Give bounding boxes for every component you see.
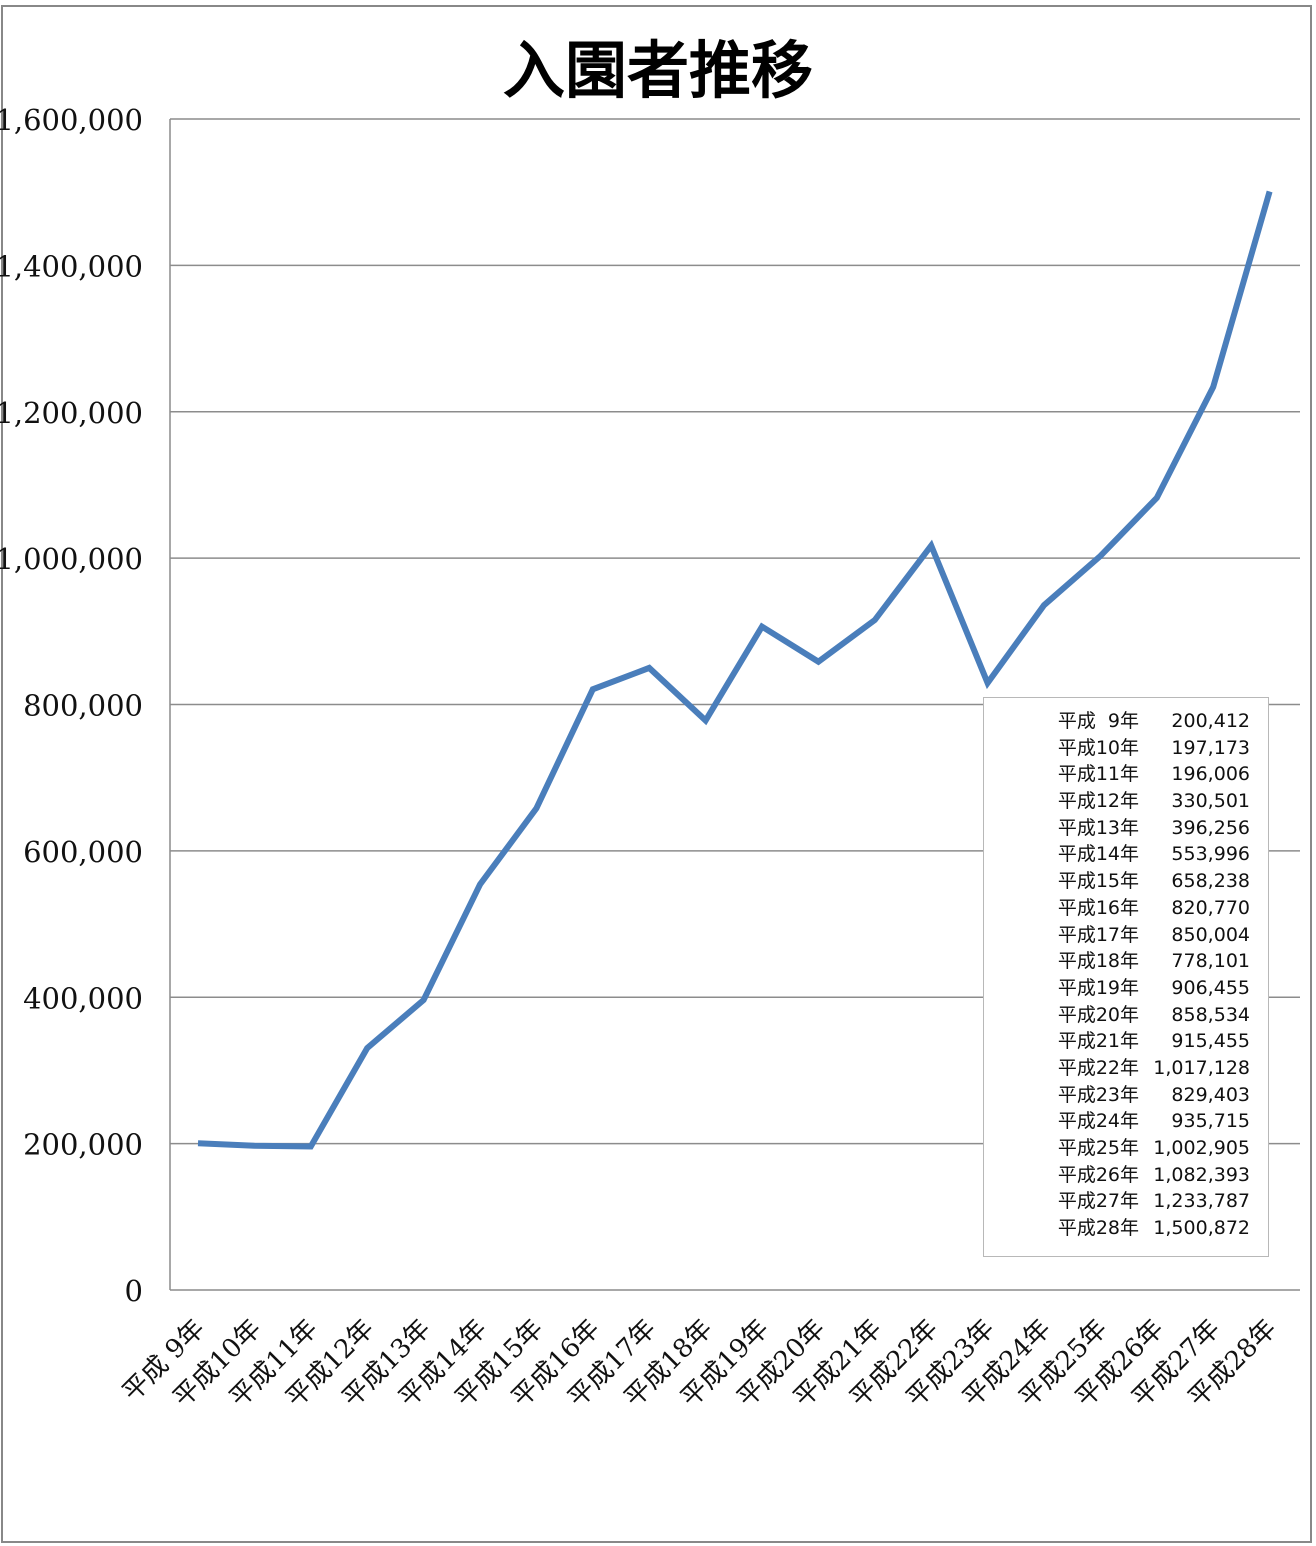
table-row-value: 1,500,872 bbox=[1153, 1217, 1250, 1240]
table-row-label: 平成17年 bbox=[1057, 923, 1139, 946]
table-row: 平成24年 935,715 bbox=[984, 1108, 1268, 1135]
table-row: 平成23年 829,403 bbox=[984, 1082, 1268, 1109]
table-row-label: 平成13年 bbox=[1057, 816, 1139, 839]
table-row-value: 915,455 bbox=[1171, 1030, 1250, 1053]
y-tick-label: 1,400,000 bbox=[0, 249, 143, 283]
table-row-label: 平成27年 bbox=[1057, 1190, 1139, 1213]
table-row-value: 200,412 bbox=[1171, 710, 1250, 732]
y-tick-label: 1,600,000 bbox=[0, 103, 143, 137]
table-row: 平成25年 1,002,905 bbox=[984, 1135, 1268, 1162]
table-row-value: 850,004 bbox=[1171, 923, 1250, 946]
table-row-value: 1,002,905 bbox=[1153, 1137, 1250, 1159]
axes bbox=[169, 119, 1300, 1291]
table-row-label: 平成28年 bbox=[1057, 1217, 1139, 1240]
chart-title: 入園者推移 bbox=[502, 34, 813, 107]
table-row: 平成19年 906,455 bbox=[984, 975, 1268, 1002]
table-row: 平成27年 1,233,787 bbox=[984, 1188, 1268, 1215]
y-tick-label: 1,000,000 bbox=[0, 542, 143, 576]
table-row-label: 平成10年 bbox=[1057, 736, 1139, 759]
table-row: 平成28年 1,500,872 bbox=[984, 1215, 1268, 1242]
table-row-value: 553,996 bbox=[1171, 843, 1250, 866]
table-row-label: 平成18年 bbox=[1057, 950, 1139, 973]
y-tick-label: 0 bbox=[125, 1274, 143, 1308]
table-row-label: 平成19年 bbox=[1057, 976, 1139, 999]
table-row: 平成18年 778,101 bbox=[984, 948, 1268, 975]
y-axis-tick-labels: 0 200,000 400,000 600,000 800,000 1,000,000 1,… bbox=[0, 103, 143, 1308]
table-row-label: 平成11年 bbox=[1057, 763, 1139, 786]
y-tick-label: 800,000 bbox=[23, 689, 143, 723]
y-tick-label: 600,000 bbox=[23, 835, 143, 869]
table-row-label: 平成21年 bbox=[1057, 1030, 1139, 1053]
table-row-label: 平成 9年 bbox=[1057, 710, 1139, 732]
table-row-value: 778,101 bbox=[1171, 950, 1250, 973]
table-row: 平成20年 858,534 bbox=[984, 1002, 1268, 1029]
table-row: 平成13年 396,256 bbox=[984, 815, 1268, 842]
table-row-value: 197,173 bbox=[1171, 736, 1250, 759]
table-row-label: 平成25年 bbox=[1057, 1137, 1139, 1159]
table-row-label: 平成23年 bbox=[1057, 1083, 1139, 1106]
table-row-value: 396,256 bbox=[1171, 816, 1250, 839]
series-attendance bbox=[197, 190, 1273, 1150]
table-row-value: 1,017,128 bbox=[1153, 1056, 1250, 1079]
table-row: 平成 9年 200,412 bbox=[984, 708, 1268, 735]
table-row-label: 平成22年 bbox=[1057, 1056, 1139, 1079]
y-tick-label: 1,200,000 bbox=[0, 396, 143, 430]
table-row-value: 935,715 bbox=[1171, 1110, 1250, 1133]
table-row-value: 1,082,393 bbox=[1153, 1163, 1250, 1186]
table-row: 平成26年 1,082,393 bbox=[984, 1162, 1268, 1189]
table-row: 平成14年 553,996 bbox=[984, 841, 1268, 868]
table-row-value: 829,403 bbox=[1171, 1083, 1250, 1106]
table-row-label: 平成26年 bbox=[1057, 1163, 1139, 1186]
table-row: 平成10年 197,173 bbox=[984, 735, 1268, 762]
table-row-label: 平成20年 bbox=[1057, 1003, 1139, 1026]
table-row-label: 平成14年 bbox=[1057, 843, 1139, 866]
table-row-value: 906,455 bbox=[1171, 976, 1250, 999]
table-row-value: 858,534 bbox=[1171, 1003, 1250, 1026]
table-row-label: 平成16年 bbox=[1057, 896, 1139, 919]
table-row: 平成11年 196,006 bbox=[984, 761, 1268, 788]
table-row-value: 196,006 bbox=[1171, 763, 1250, 786]
y-tick-label: 400,000 bbox=[23, 981, 143, 1015]
table-row-value: 1,233,787 bbox=[1153, 1190, 1250, 1213]
table-row: 平成15年 658,238 bbox=[984, 868, 1268, 895]
table-row: 平成21年 915,455 bbox=[984, 1028, 1268, 1055]
table-row-value: 820,770 bbox=[1171, 896, 1250, 919]
data-table: 平成 9年 200,412 平成10年 197,173 平成11年 196,006 平成12… bbox=[983, 697, 1269, 1257]
table-row-value: 330,501 bbox=[1171, 790, 1250, 813]
x-axis-tick-labels: 平成 9年平成10年平成11年平成12年平成13年平成14年平成15年平成16年… bbox=[117, 1314, 1283, 1414]
y-tick-label: 200,000 bbox=[23, 1128, 143, 1162]
table-row: 平成22年 1,017,128 bbox=[984, 1055, 1268, 1082]
series-line bbox=[197, 190, 1273, 1150]
table-row: 平成12年 330,501 bbox=[984, 788, 1268, 815]
table-row: 平成17年 850,004 bbox=[984, 922, 1268, 949]
table-row-value: 658,238 bbox=[1171, 870, 1250, 893]
table-row: 平成16年 820,770 bbox=[984, 895, 1268, 922]
table-row-label: 平成15年 bbox=[1057, 870, 1139, 893]
table-row-label: 平成12年 bbox=[1057, 790, 1139, 813]
table-row-label: 平成24年 bbox=[1057, 1110, 1139, 1133]
